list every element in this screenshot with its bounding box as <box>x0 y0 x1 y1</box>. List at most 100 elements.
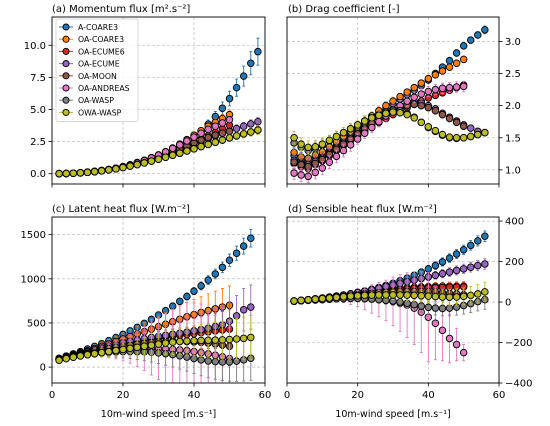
data-point <box>403 97 411 105</box>
data-point <box>55 356 63 364</box>
data-point <box>304 143 312 152</box>
panel-b-marks <box>290 25 489 184</box>
data-point <box>154 155 163 163</box>
data-point <box>147 157 156 165</box>
data-point <box>168 302 177 310</box>
y-tick-label: 10.0 <box>24 41 46 52</box>
data-point <box>431 85 440 94</box>
data-point <box>445 304 454 312</box>
data-point <box>239 305 248 314</box>
data-point <box>332 152 341 161</box>
panel-a-marks <box>55 37 262 178</box>
data-point <box>119 163 127 172</box>
data-point <box>396 291 404 299</box>
data-point <box>360 129 369 138</box>
data-point <box>304 296 312 304</box>
panel-c-frame <box>51 216 266 384</box>
data-point <box>431 304 440 312</box>
panel-b-axes: 1.0 1.5 2.0 2.5 3.0 <box>286 16 521 188</box>
panel-c-xlabel: 10m-wind speed [m.s⁻¹] <box>101 409 216 420</box>
data-point <box>459 82 468 91</box>
data-point <box>76 352 85 360</box>
panel-c-series-owa-wasp <box>55 314 255 364</box>
y-tick-label: 0 <box>505 298 511 309</box>
panel-d-series-owa-wasp <box>290 281 489 306</box>
data-point <box>183 337 191 345</box>
data-point <box>474 31 482 39</box>
panel-a: (a) Momentum flux [m².s⁻²] 0.0 2.5 5.0 7.5 1… <box>24 4 266 188</box>
data-point <box>161 153 170 162</box>
legend-label: OA-ANDREAS <box>78 84 130 93</box>
data-point <box>353 135 362 143</box>
data-point <box>466 124 475 132</box>
legend-item: OA-COARE3 <box>59 35 124 44</box>
data-point <box>424 87 433 96</box>
data-point <box>353 291 362 300</box>
data-point <box>481 260 489 268</box>
data-point <box>311 168 320 177</box>
data-point <box>197 356 205 364</box>
data-point <box>105 347 113 356</box>
data-point <box>126 344 134 353</box>
data-point <box>403 291 411 299</box>
data-point <box>190 354 198 363</box>
data-point <box>225 358 234 366</box>
data-point <box>183 147 191 155</box>
data-point <box>190 336 198 345</box>
data-point <box>90 167 99 176</box>
data-point <box>204 357 212 365</box>
data-point <box>297 171 305 179</box>
data-point <box>176 337 184 346</box>
data-point <box>438 293 447 301</box>
y-tick-label: 3.0 <box>505 37 521 48</box>
data-point <box>197 142 205 151</box>
data-point <box>474 290 482 298</box>
data-point <box>424 265 433 273</box>
panel-d-title: (d) Sensible heat flux [W.m⁻²] <box>288 204 437 215</box>
data-point <box>445 56 454 65</box>
data-point <box>452 293 461 301</box>
data-point <box>225 256 234 265</box>
data-point <box>459 122 468 130</box>
data-point <box>197 336 205 345</box>
data-point <box>452 134 461 142</box>
data-point <box>239 242 248 250</box>
data-point <box>290 134 298 142</box>
data-point <box>232 124 241 133</box>
data-point <box>474 130 482 139</box>
y-tick-label: 0 <box>40 363 46 374</box>
data-point <box>452 340 461 349</box>
data-point <box>225 94 234 103</box>
data-point <box>140 159 149 167</box>
data-point <box>382 109 390 118</box>
x-tick-label: 0 <box>49 390 55 401</box>
data-point <box>403 110 411 119</box>
data-point <box>339 146 348 155</box>
panel-a-series-owa-wasp <box>55 125 262 178</box>
data-point <box>304 172 312 181</box>
legend-marker <box>62 47 70 55</box>
data-point <box>218 104 227 112</box>
y-tick-label: −200 <box>505 338 532 349</box>
data-point <box>232 132 241 140</box>
data-point <box>452 49 461 57</box>
data-point <box>396 92 404 101</box>
data-point <box>239 130 248 138</box>
data-point <box>459 55 468 64</box>
legend-item: A-COARE3 <box>59 23 118 32</box>
data-point <box>481 288 489 296</box>
panel-d-marks <box>290 230 489 364</box>
x-tick-label: 40 <box>422 390 435 401</box>
data-point <box>403 299 411 307</box>
legend-item: OA-ECUME <box>59 60 120 69</box>
legend-label: A-COARE3 <box>78 23 118 32</box>
data-point <box>445 293 454 301</box>
data-point <box>97 167 106 175</box>
y-tick-label: 7.5 <box>30 73 46 84</box>
data-point <box>297 140 305 148</box>
data-point <box>459 292 468 301</box>
legend-label: OA-WASP <box>78 96 114 105</box>
data-point <box>154 340 163 348</box>
data-point <box>325 136 334 145</box>
